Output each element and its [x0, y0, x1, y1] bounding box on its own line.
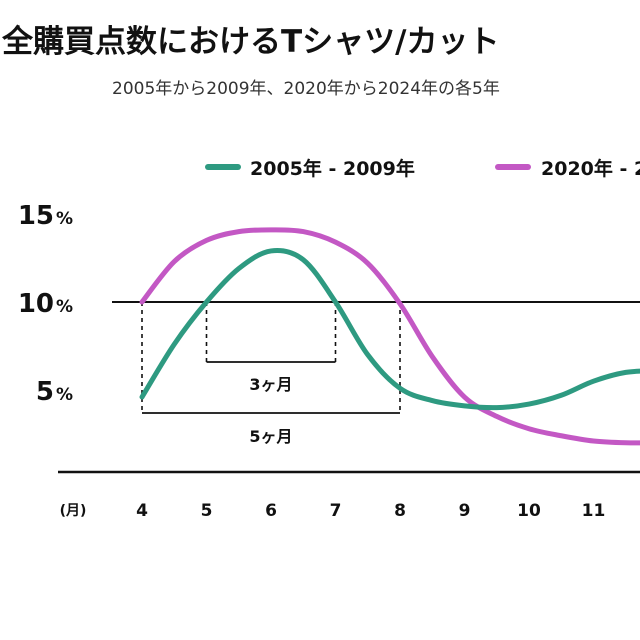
- annotation-label: 5ヶ月: [249, 427, 292, 446]
- x-unit-label: (月): [60, 503, 87, 519]
- series-group: [139, 227, 640, 446]
- series-line-1: [139, 248, 640, 411]
- x-tick-label: 5: [201, 501, 213, 521]
- x-tick-label: 9: [459, 501, 471, 521]
- y-tick-label: 15: [18, 201, 54, 231]
- x-tick-label: 11: [582, 501, 606, 521]
- y-tick-unit: %: [56, 297, 73, 317]
- chart-subtitle: 2005年から2009年、2020年から2024年の各5年: [112, 79, 500, 99]
- legend-label: 2020年 - 2024年: [541, 157, 640, 180]
- y-tick-unit: %: [56, 385, 73, 405]
- x-tick-label: 7: [330, 501, 342, 521]
- series-line-2: [139, 227, 640, 446]
- y-tick-label: 5: [36, 377, 54, 407]
- legend: 2005年 - 2009年 2020年 - 2024年: [205, 157, 640, 180]
- x-tick-label: 10: [517, 501, 541, 521]
- x-tick-label: 6: [265, 501, 277, 521]
- x-tick-label: 4: [136, 501, 148, 521]
- chart-title: 全購買点数におけるTシャツ/カット: [1, 24, 499, 60]
- y-axis: 5 %10 %15%: [18, 201, 640, 407]
- x-axis: (月) 4 5 6 7 8 9 10 11: [58, 470, 640, 521]
- y-tick-unit: %: [56, 209, 73, 229]
- annotations: 3ヶ月 5ヶ月: [141, 302, 401, 446]
- y-tick-label: 10: [18, 289, 54, 319]
- x-tick-label: 8: [394, 501, 406, 521]
- legend-label: 2005年 - 2009年: [250, 157, 415, 180]
- annotation-label: 3ヶ月: [249, 375, 292, 394]
